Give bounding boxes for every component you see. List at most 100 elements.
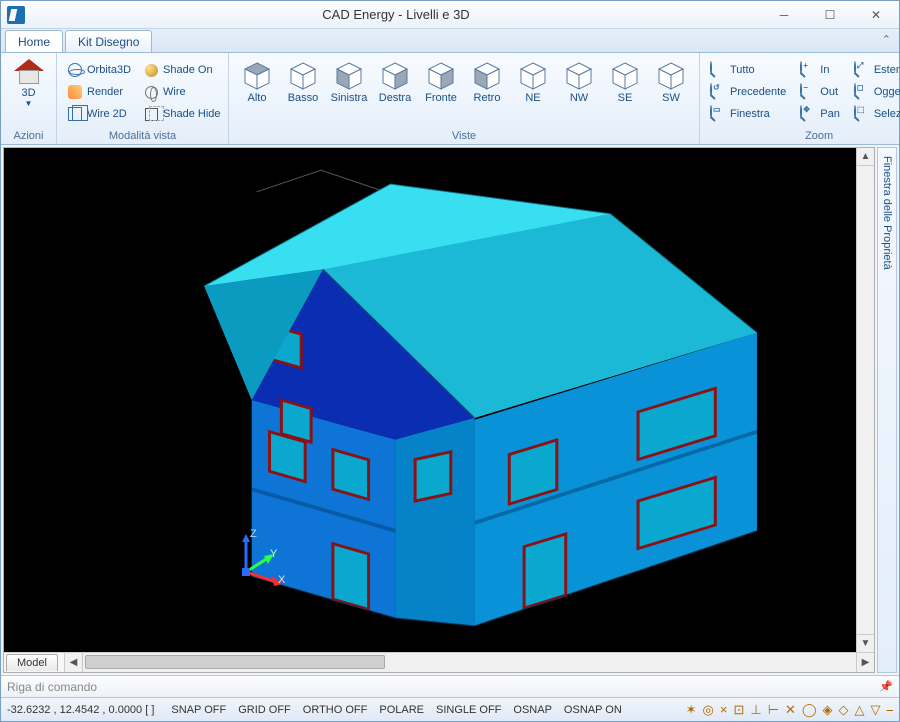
zoom-oggetto-label: Oggetto [874,86,900,98]
title-bar: CAD Energy - Livelli e 3D ─ ☐ ✕ [1,1,899,29]
grid-toggle[interactable]: GRID OFF [233,704,296,716]
tool-icon[interactable]: ✶ [686,703,697,716]
wire-icon [145,86,158,99]
magnifier-icon: ↺ [710,84,726,100]
scroll-right-icon[interactable]: ▶ [856,653,874,672]
view-basso-label: Basso [288,92,319,104]
axis-x-label: X [278,574,285,586]
view-destra-label: Destra [379,92,411,104]
snap-toggle[interactable]: SNAP OFF [166,704,231,716]
zoom-estensione-button[interactable]: ⤢ Estensione [852,59,900,81]
zoom-estensione-label: Estensione [874,64,900,76]
vertical-scrollbar[interactable]: ▲ ▼ [856,148,874,652]
tool-icon[interactable]: ◯ [802,703,817,716]
view-ne-button[interactable]: NE [513,59,553,104]
model-tab[interactable]: Model [6,654,58,671]
view-fronte-button[interactable]: Fronte [421,59,461,104]
scroll-thumb[interactable] [85,655,385,669]
render-icon [68,85,82,99]
view-basso-button[interactable]: Basso [283,59,323,104]
view-nw-button[interactable]: NW [559,59,599,104]
properties-panel-title: Finestra delle Proprietà [881,156,893,270]
render-button[interactable]: Render [65,81,133,103]
status-tool-icons: ✶ ◎ × ⊡ ⊥ ⊢ ✕ ◯ ◈ ◇ △ ▽ ⎯ [686,703,893,716]
wire-label: Wire [163,86,186,98]
3d-viewport[interactable]: Z Y X [4,148,856,652]
axis-z-label: Z [250,528,257,540]
tool-icon[interactable]: △ [855,703,865,716]
pin-icon[interactable]: 📌 [879,680,893,693]
work-area: Z Y X ▲ ▼ Model ◀ ▶ Fin [1,145,899,675]
group-label-viste: Viste [235,129,693,144]
magnifier-icon: ✥ [800,106,816,122]
shade-on-label: Shade On [163,64,213,76]
magnifier-icon [710,62,726,78]
tool-icon[interactable]: ⊢ [768,703,779,716]
ribbon-group-azioni: 3D ▼ Azioni [1,53,57,144]
maximize-button[interactable]: ☐ [807,1,853,28]
polare-toggle[interactable]: POLARE [374,704,429,716]
close-button[interactable]: ✕ [853,1,899,28]
scroll-up-icon[interactable]: ▲ [857,148,874,166]
shade-on-button[interactable]: Shade On [141,59,223,81]
house-render [4,148,856,652]
shade-hide-icon [145,108,158,121]
render-label: Render [87,86,123,98]
tab-kit-disegno[interactable]: Kit Disegno [65,30,152,52]
orbit-icon [68,63,82,77]
zoom-pan-label: Pan [820,108,840,120]
zoom-finestra-button[interactable]: ▭ Finestra [708,103,788,125]
canvas-panel: Z Y X ▲ ▼ Model ◀ ▶ [3,147,875,673]
group-label-modalita: Modalità vista [63,129,222,144]
tool-icon[interactable]: ▽ [871,703,881,716]
zoom-pan-button[interactable]: ✥ Pan [798,103,842,125]
wire2d-button[interactable]: Wire 2D [65,103,133,125]
zoom-oggetto-button[interactable]: ◻Oggetto [852,81,900,103]
zoom-precedente-button[interactable]: ↺Precedente [708,81,788,103]
ribbon-collapse-icon[interactable]: ⌃ [882,33,891,46]
osnap-on-toggle[interactable]: OSNAP ON [559,704,627,716]
ortho-toggle[interactable]: ORTHO OFF [298,704,373,716]
command-line[interactable]: Riga di comando 📌 [1,675,899,697]
zoom-in-label: In [820,64,829,76]
shade-hide-button[interactable]: Shade Hide [141,103,223,125]
zoom-in-button[interactable]: +In [798,59,842,81]
minimize-button[interactable]: ─ [761,1,807,28]
view-sinistra-label: Sinistra [331,92,368,104]
magnifier-icon: ▭ [710,106,726,122]
scroll-left-icon[interactable]: ◀ [65,653,83,672]
zoom-out-label: Out [820,86,838,98]
orbita3d-button[interactable]: Orbita3D [65,59,133,81]
tool-icon[interactable]: ◎ [703,703,714,716]
zoom-tutto-button[interactable]: Tutto [708,59,788,81]
view-destra-button[interactable]: Destra [375,59,415,104]
tool-icon[interactable]: ✕ [785,703,796,716]
properties-panel-collapsed[interactable]: Finestra delle Proprietà [877,147,897,673]
orbita3d-label: Orbita3D [87,64,131,76]
horizontal-scrollbar[interactable]: ◀ ▶ [64,653,874,672]
zoom-finestra-label: Finestra [730,108,770,120]
tool-icon[interactable]: ⊥ [750,703,761,716]
ribbon-tabs: Home Kit Disegno ⌃ [1,29,899,53]
tab-home[interactable]: Home [5,30,63,52]
group-label-azioni: Azioni [7,129,50,144]
osnap-toggle[interactable]: OSNAP [508,704,557,716]
3d-button[interactable]: 3D ▼ [7,55,50,108]
zoom-out-button[interactable]: −Out [798,81,842,103]
scroll-down-icon[interactable]: ▼ [857,634,874,652]
view-sinistra-button[interactable]: Sinistra [329,59,369,104]
view-alto-label: Alto [248,92,267,104]
tool-icon[interactable]: × [720,703,728,716]
zoom-selezione-button[interactable]: ⬚Selezione [852,103,900,125]
magnifier-icon: ⤢ [854,62,870,78]
tool-icon[interactable]: ◇ [839,703,849,716]
view-sw-button[interactable]: SW [651,59,691,104]
view-retro-button[interactable]: Retro [467,59,507,104]
tool-icon[interactable]: ◈ [823,703,833,716]
single-toggle[interactable]: SINGLE OFF [431,704,506,716]
view-alto-button[interactable]: Alto [237,59,277,104]
wire-button[interactable]: Wire [141,81,223,103]
view-se-button[interactable]: SE [605,59,645,104]
tool-icon[interactable]: ⎯ [887,703,894,716]
tool-icon[interactable]: ⊡ [733,703,744,716]
